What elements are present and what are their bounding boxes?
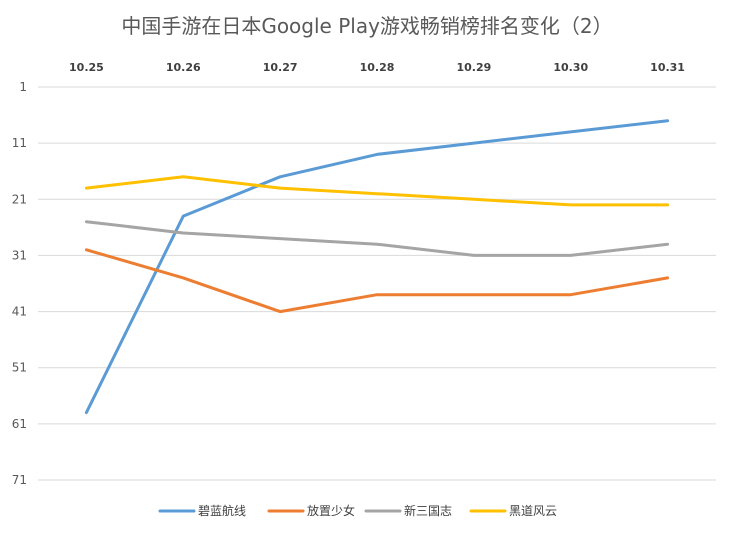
series-line (84, 220, 670, 257)
y-tick-label: 31 (12, 248, 27, 262)
y-tick-label: 41 (12, 305, 27, 319)
chart-title: 中国手游在日本Google Play游戏畅销榜排名变化（2） (121, 14, 612, 38)
series-line (84, 175, 670, 207)
x-tick-label: 10.27 (263, 61, 298, 74)
x-tick-label: 10.31 (650, 61, 685, 74)
y-tick-label: 71 (12, 473, 27, 487)
x-tick-label: 10.28 (360, 61, 395, 74)
x-tick-label: 10.25 (69, 61, 104, 74)
legend: 碧蓝航线 放置少女 新三国志 黑道风云 (158, 503, 557, 518)
x-tick-label: 10.26 (166, 61, 201, 74)
y-tick-label: 11 (12, 136, 27, 150)
series-line (84, 248, 670, 314)
x-axis-ticks: 10.25 10.26 10.27 10.28 10.29 10.30 10.31 (69, 61, 685, 74)
legend-label: 碧蓝航线 (198, 503, 246, 518)
y-tick-label: 61 (12, 417, 27, 431)
gridlines (38, 86, 716, 481)
legend-label: 新三国志 (404, 503, 452, 518)
legend-label: 黑道风云 (509, 504, 557, 518)
series-line (84, 119, 670, 415)
legend-label: 放置少女 (307, 503, 355, 518)
series-lines (84, 119, 670, 415)
y-tick-label: 1 (19, 80, 27, 94)
y-tick-label: 21 (12, 192, 27, 206)
y-tick-label: 51 (12, 361, 27, 375)
x-tick-label: 10.30 (553, 61, 588, 74)
x-tick-label: 10.29 (456, 61, 491, 74)
